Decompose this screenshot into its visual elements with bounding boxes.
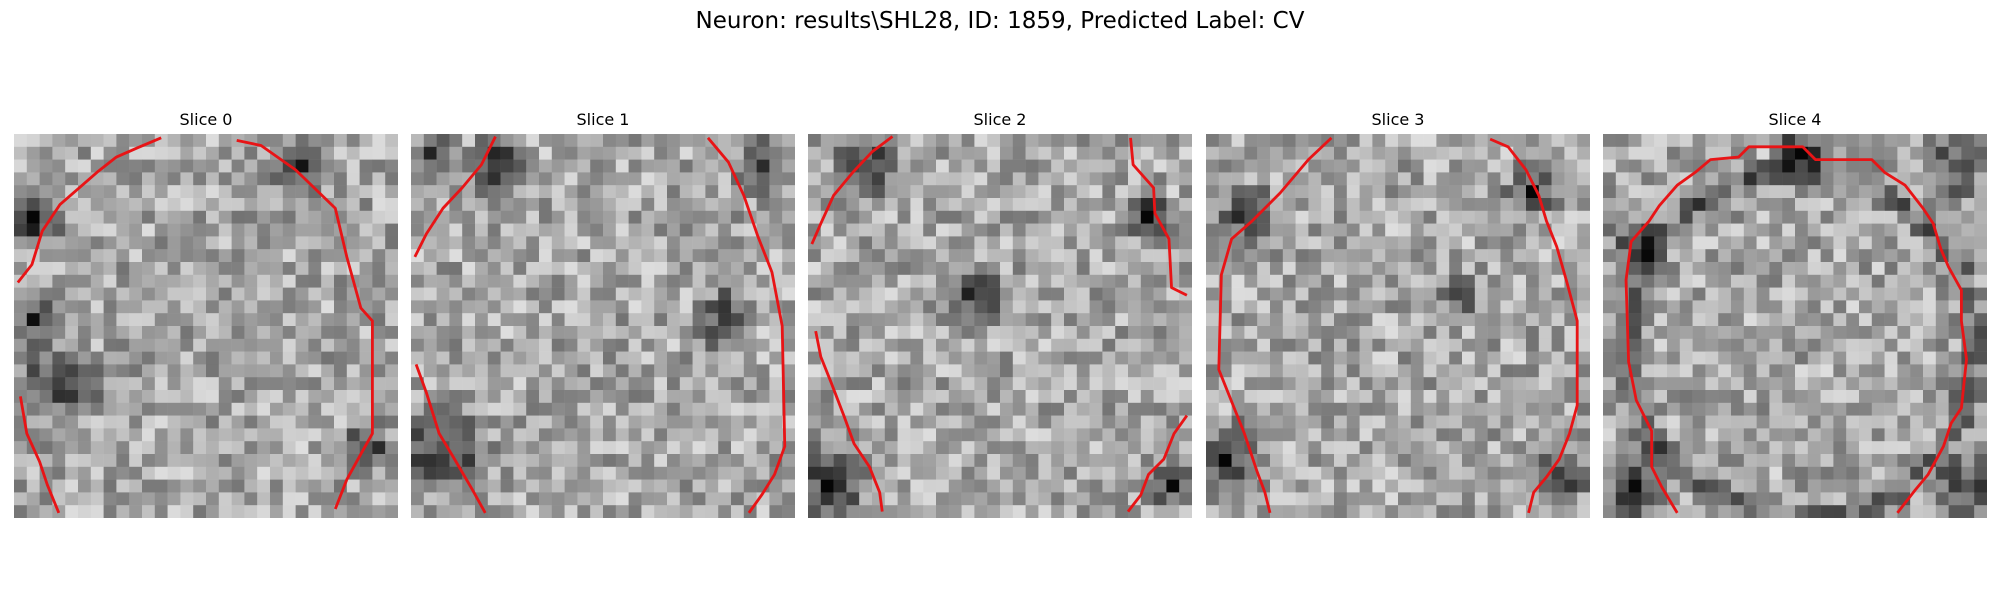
slice-image-2	[808, 134, 1192, 518]
contour-line-0b	[236, 139, 374, 510]
contour-line-1b	[706, 136, 787, 514]
slice-panel-2: Slice 2	[808, 106, 1192, 518]
slice-title-0: Slice 0	[179, 110, 233, 129]
slice-title-4: Slice 4	[1768, 110, 1822, 129]
contour-line-3	[1217, 136, 1333, 514]
slice-image-1	[411, 134, 795, 518]
contour-line-3b	[1489, 137, 1579, 514]
slice-image-3	[1206, 134, 1590, 518]
contour-line-0c	[19, 396, 61, 514]
slice-image-4	[1603, 134, 1987, 518]
slice-title-1: Slice 1	[576, 110, 630, 129]
slice-title-3: Slice 3	[1371, 110, 1425, 129]
slice-panel-4: Slice 4	[1603, 106, 1987, 518]
contour-line-2	[810, 135, 894, 245]
figure-title: Neuron: results\SHL28, ID: 1859, Predict…	[695, 8, 1305, 34]
contour-line-0	[16, 136, 162, 284]
contour-line-2b	[1129, 137, 1188, 297]
slice-panel-0: Slice 0	[14, 106, 398, 518]
contour-line-2c	[814, 330, 884, 512]
slice-title-2: Slice 2	[973, 110, 1027, 129]
slice-image-0	[14, 134, 398, 518]
contour-line-2d	[1126, 414, 1189, 513]
contour-line-1c	[414, 363, 487, 514]
contour-line-4	[1624, 145, 1968, 514]
contour-line-1	[413, 135, 497, 258]
slice-panel-1: Slice 1	[411, 106, 795, 518]
slice-panel-3: Slice 3	[1206, 106, 1590, 518]
